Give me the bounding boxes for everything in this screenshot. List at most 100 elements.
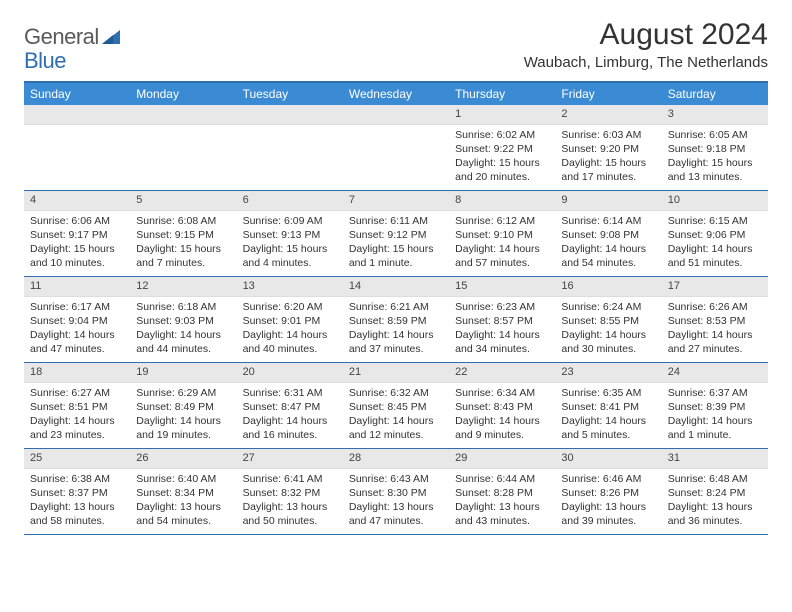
page-header: General August 2024 Waubach, Limburg, Th… bbox=[24, 18, 768, 71]
weekday-header-cell: Wednesday bbox=[343, 83, 449, 105]
day-number: 3 bbox=[662, 105, 768, 125]
sunset-line: Sunset: 8:32 PM bbox=[243, 486, 337, 500]
logo-text-2: Blue bbox=[24, 48, 66, 73]
day-content: Sunrise: 6:23 AMSunset: 8:57 PMDaylight:… bbox=[449, 297, 555, 361]
day-content: Sunrise: 6:48 AMSunset: 8:24 PMDaylight:… bbox=[662, 469, 768, 533]
day-content: Sunrise: 6:21 AMSunset: 8:59 PMDaylight:… bbox=[343, 297, 449, 361]
sunrise-line: Sunrise: 6:15 AM bbox=[668, 214, 762, 228]
day-content: Sunrise: 6:40 AMSunset: 8:34 PMDaylight:… bbox=[130, 469, 236, 533]
calendar-day-cell: 1Sunrise: 6:02 AMSunset: 9:22 PMDaylight… bbox=[449, 105, 555, 191]
calendar-day-cell: 4Sunrise: 6:06 AMSunset: 9:17 PMDaylight… bbox=[24, 191, 130, 277]
calendar-day-cell: 28Sunrise: 6:43 AMSunset: 8:30 PMDayligh… bbox=[343, 449, 449, 535]
sunset-line: Sunset: 8:30 PM bbox=[349, 486, 443, 500]
weekday-header-cell: Tuesday bbox=[237, 83, 343, 105]
sunset-line: Sunset: 8:51 PM bbox=[30, 400, 124, 414]
day-content: Sunrise: 6:18 AMSunset: 9:03 PMDaylight:… bbox=[130, 297, 236, 361]
day-content: Sunrise: 6:02 AMSunset: 9:22 PMDaylight:… bbox=[449, 125, 555, 189]
day-content: Sunrise: 6:35 AMSunset: 8:41 PMDaylight:… bbox=[555, 383, 661, 447]
sunset-line: Sunset: 9:17 PM bbox=[30, 228, 124, 242]
calendar-day-cell: 15Sunrise: 6:23 AMSunset: 8:57 PMDayligh… bbox=[449, 277, 555, 363]
sunrise-line: Sunrise: 6:12 AM bbox=[455, 214, 549, 228]
day-number: 13 bbox=[237, 277, 343, 297]
sunrise-line: Sunrise: 6:09 AM bbox=[243, 214, 337, 228]
sunset-line: Sunset: 9:18 PM bbox=[668, 142, 762, 156]
month-title: August 2024 bbox=[524, 18, 768, 52]
brand-logo: General bbox=[24, 24, 122, 50]
daylight-line: Daylight: 13 hours and 43 minutes. bbox=[455, 500, 549, 528]
daylight-line: Daylight: 15 hours and 7 minutes. bbox=[136, 242, 230, 270]
day-number: 8 bbox=[449, 191, 555, 211]
sunset-line: Sunset: 9:06 PM bbox=[668, 228, 762, 242]
daylight-line: Daylight: 14 hours and 12 minutes. bbox=[349, 414, 443, 442]
day-number: 28 bbox=[343, 449, 449, 469]
daylight-line: Daylight: 13 hours and 39 minutes. bbox=[561, 500, 655, 528]
day-number: 29 bbox=[449, 449, 555, 469]
calendar-day-cell: 25Sunrise: 6:38 AMSunset: 8:37 PMDayligh… bbox=[24, 449, 130, 535]
calendar-day-cell: 31Sunrise: 6:48 AMSunset: 8:24 PMDayligh… bbox=[662, 449, 768, 535]
daylight-line: Daylight: 15 hours and 1 minute. bbox=[349, 242, 443, 270]
day-content: Sunrise: 6:34 AMSunset: 8:43 PMDaylight:… bbox=[449, 383, 555, 447]
day-content: Sunrise: 6:38 AMSunset: 8:37 PMDaylight:… bbox=[24, 469, 130, 533]
weekday-header-cell: Monday bbox=[130, 83, 236, 105]
sunrise-line: Sunrise: 6:38 AM bbox=[30, 472, 124, 486]
sunset-line: Sunset: 9:01 PM bbox=[243, 314, 337, 328]
calendar-day-cell: 13Sunrise: 6:20 AMSunset: 9:01 PMDayligh… bbox=[237, 277, 343, 363]
calendar-page: General August 2024 Waubach, Limburg, Th… bbox=[0, 0, 792, 535]
day-number: 9 bbox=[555, 191, 661, 211]
day-content: Sunrise: 6:15 AMSunset: 9:06 PMDaylight:… bbox=[662, 211, 768, 275]
sunrise-line: Sunrise: 6:35 AM bbox=[561, 386, 655, 400]
sunrise-line: Sunrise: 6:06 AM bbox=[30, 214, 124, 228]
sunset-line: Sunset: 9:22 PM bbox=[455, 142, 549, 156]
sunset-line: Sunset: 9:03 PM bbox=[136, 314, 230, 328]
daylight-line: Daylight: 15 hours and 4 minutes. bbox=[243, 242, 337, 270]
sunrise-line: Sunrise: 6:08 AM bbox=[136, 214, 230, 228]
sunrise-line: Sunrise: 6:44 AM bbox=[455, 472, 549, 486]
sunset-line: Sunset: 8:26 PM bbox=[561, 486, 655, 500]
daylight-line: Daylight: 14 hours and 5 minutes. bbox=[561, 414, 655, 442]
sunrise-line: Sunrise: 6:40 AM bbox=[136, 472, 230, 486]
sunset-line: Sunset: 8:41 PM bbox=[561, 400, 655, 414]
sunset-line: Sunset: 8:24 PM bbox=[668, 486, 762, 500]
daylight-line: Daylight: 13 hours and 47 minutes. bbox=[349, 500, 443, 528]
calendar-day-cell: 5Sunrise: 6:08 AMSunset: 9:15 PMDaylight… bbox=[130, 191, 236, 277]
daylight-line: Daylight: 14 hours and 40 minutes. bbox=[243, 328, 337, 356]
sunset-line: Sunset: 8:57 PM bbox=[455, 314, 549, 328]
daylight-line: Daylight: 13 hours and 36 minutes. bbox=[668, 500, 762, 528]
weekday-header-cell: Friday bbox=[555, 83, 661, 105]
day-number: 2 bbox=[555, 105, 661, 125]
daylight-line: Daylight: 15 hours and 20 minutes. bbox=[455, 156, 549, 184]
day-content: Sunrise: 6:17 AMSunset: 9:04 PMDaylight:… bbox=[24, 297, 130, 361]
day-content: Sunrise: 6:31 AMSunset: 8:47 PMDaylight:… bbox=[237, 383, 343, 447]
day-number: 15 bbox=[449, 277, 555, 297]
sunset-line: Sunset: 8:45 PM bbox=[349, 400, 443, 414]
sunset-line: Sunset: 9:15 PM bbox=[136, 228, 230, 242]
day-number: 20 bbox=[237, 363, 343, 383]
sunset-line: Sunset: 8:47 PM bbox=[243, 400, 337, 414]
day-content: Sunrise: 6:20 AMSunset: 9:01 PMDaylight:… bbox=[237, 297, 343, 361]
calendar-day-cell: 17Sunrise: 6:26 AMSunset: 8:53 PMDayligh… bbox=[662, 277, 768, 363]
sunrise-line: Sunrise: 6:03 AM bbox=[561, 128, 655, 142]
daylight-line: Daylight: 14 hours and 54 minutes. bbox=[561, 242, 655, 270]
day-number: 11 bbox=[24, 277, 130, 297]
calendar-body: 1Sunrise: 6:02 AMSunset: 9:22 PMDaylight… bbox=[24, 105, 768, 535]
daylight-line: Daylight: 14 hours and 23 minutes. bbox=[30, 414, 124, 442]
calendar-day-cell: 2Sunrise: 6:03 AMSunset: 9:20 PMDaylight… bbox=[555, 105, 661, 191]
daylight-line: Daylight: 13 hours and 54 minutes. bbox=[136, 500, 230, 528]
day-content: Sunrise: 6:24 AMSunset: 8:55 PMDaylight:… bbox=[555, 297, 661, 361]
calendar-day-cell: 18Sunrise: 6:27 AMSunset: 8:51 PMDayligh… bbox=[24, 363, 130, 449]
sunrise-line: Sunrise: 6:24 AM bbox=[561, 300, 655, 314]
sunset-line: Sunset: 8:49 PM bbox=[136, 400, 230, 414]
logo-line2: Blue bbox=[24, 48, 66, 74]
sunrise-line: Sunrise: 6:48 AM bbox=[668, 472, 762, 486]
sunrise-line: Sunrise: 6:37 AM bbox=[668, 386, 762, 400]
day-content: Sunrise: 6:05 AMSunset: 9:18 PMDaylight:… bbox=[662, 125, 768, 189]
day-content: Sunrise: 6:06 AMSunset: 9:17 PMDaylight:… bbox=[24, 211, 130, 275]
calendar-day-cell: 3Sunrise: 6:05 AMSunset: 9:18 PMDaylight… bbox=[662, 105, 768, 191]
calendar-empty-cell bbox=[130, 105, 236, 191]
calendar-day-cell: 24Sunrise: 6:37 AMSunset: 8:39 PMDayligh… bbox=[662, 363, 768, 449]
sunset-line: Sunset: 8:53 PM bbox=[668, 314, 762, 328]
calendar-day-cell: 19Sunrise: 6:29 AMSunset: 8:49 PMDayligh… bbox=[130, 363, 236, 449]
sunset-line: Sunset: 8:37 PM bbox=[30, 486, 124, 500]
calendar-weekday-header: SundayMondayTuesdayWednesdayThursdayFrid… bbox=[24, 83, 768, 105]
sunrise-line: Sunrise: 6:11 AM bbox=[349, 214, 443, 228]
